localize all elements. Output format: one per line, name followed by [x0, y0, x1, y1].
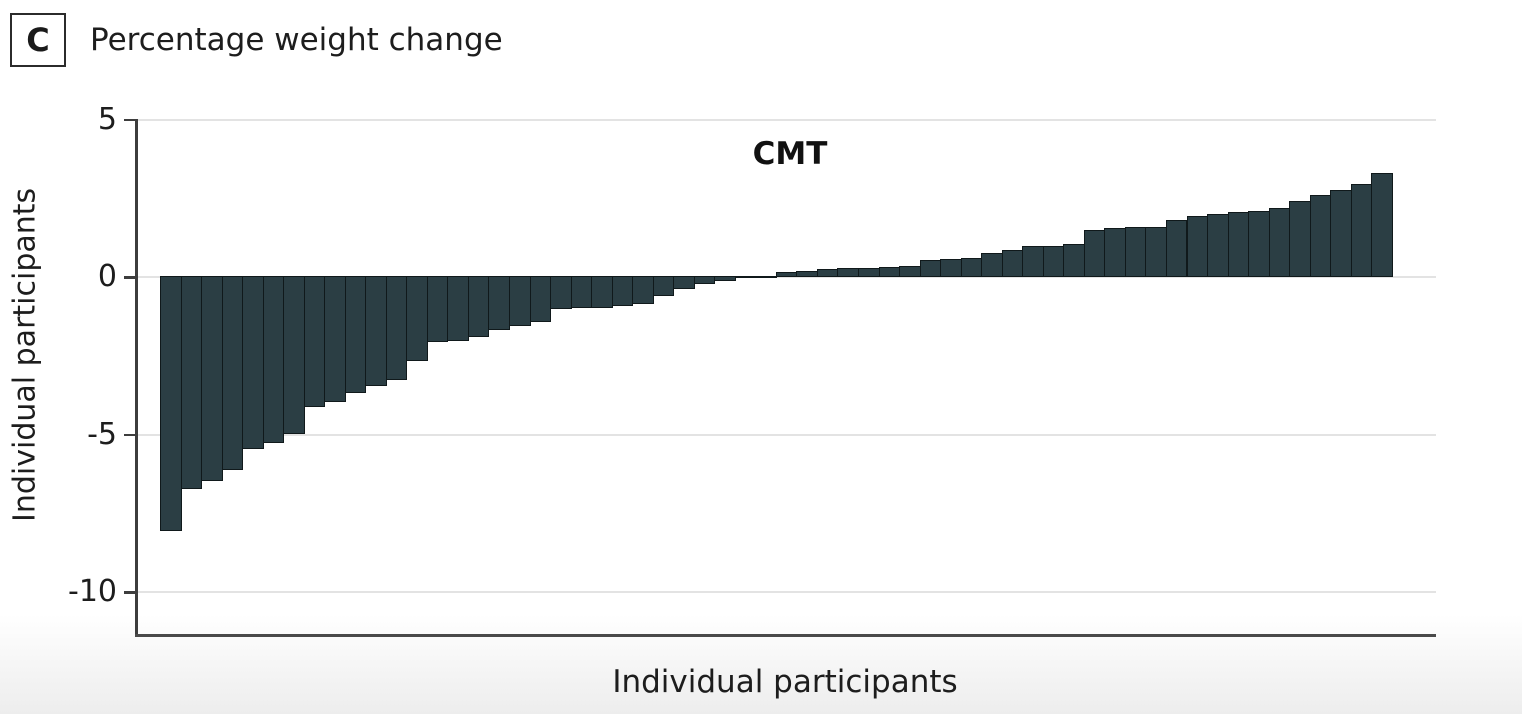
participant-bar: [1124, 226, 1147, 277]
participant-bar: [385, 276, 408, 380]
participant-bar: [1207, 214, 1229, 277]
participant-bar: [734, 276, 757, 278]
y-axis-title: Individual participants: [7, 187, 43, 523]
participant-bar: [303, 276, 326, 407]
participant-bar: [1165, 220, 1188, 277]
y-tick-mark: [124, 591, 135, 594]
participant-bar: [180, 276, 203, 489]
participant-bar: [221, 276, 244, 470]
participant-bar: [426, 276, 449, 343]
y-tick-label: 5: [97, 101, 117, 137]
panel-label: C: [26, 21, 50, 59]
gridline: [135, 276, 1436, 278]
participant-bar: [775, 272, 798, 277]
participant-bar: [344, 276, 367, 393]
participant-bar: [591, 276, 613, 308]
participant-bar: [262, 276, 285, 443]
panel-label-badge: C: [10, 13, 66, 67]
participant-bar: [611, 276, 634, 306]
y-tick-label: -10: [68, 574, 117, 609]
participant-bar: [1001, 250, 1024, 277]
participant-bar: [570, 276, 593, 308]
x-axis-line: [135, 634, 1436, 637]
participant-bar: [509, 276, 531, 327]
participant-bar: [242, 276, 264, 450]
participant-bar: [529, 276, 552, 322]
y-tick-mark: [124, 276, 135, 279]
participant-bar: [365, 276, 387, 387]
participant-bar: [1083, 229, 1106, 277]
participant-bar: [1063, 243, 1085, 277]
participant-bar: [1186, 215, 1209, 277]
y-tick-label: 0: [97, 259, 117, 294]
participant-bar: [693, 276, 716, 284]
participant-bar: [1309, 195, 1332, 277]
participant-bar: [1350, 184, 1373, 277]
gridline: [135, 433, 1436, 436]
participant-bar: [1227, 212, 1250, 277]
participant-bar: [283, 276, 305, 434]
participant-bar: [714, 276, 736, 281]
participant-bar: [878, 266, 901, 277]
participant-bar: [632, 276, 654, 305]
participant-bar: [899, 265, 921, 277]
participant-bar: [1042, 245, 1065, 277]
participant-bar: [858, 267, 880, 277]
participant-bar: [488, 276, 510, 330]
participant-bar: [406, 276, 428, 362]
participant-bar: [652, 276, 675, 297]
y-axis-line: [135, 118, 138, 635]
participant-bar: [755, 276, 777, 278]
participant-bar: [1104, 228, 1126, 277]
participant-bar: [324, 276, 346, 402]
participant-bar: [960, 258, 983, 277]
participant-bar: [1330, 190, 1352, 277]
participant-bar: [467, 276, 490, 338]
gridline: [135, 591, 1436, 593]
participant-bar: [1289, 201, 1311, 277]
y-tick-mark: [124, 118, 135, 121]
y-tick-label: -5: [87, 416, 117, 452]
participant-bar: [816, 269, 839, 277]
participant-bar: [447, 276, 469, 341]
participant-bar: [1022, 245, 1044, 277]
participant-bar: [940, 258, 962, 277]
participant-bar: [550, 276, 572, 310]
page-title: Percentage weight change: [90, 22, 503, 58]
y-tick-mark: [124, 433, 135, 436]
participant-bar: [673, 276, 695, 289]
participant-bar: [919, 259, 942, 277]
participant-bar: [796, 270, 818, 277]
group-label: CMT: [752, 136, 828, 172]
participant-bar: [1268, 207, 1291, 277]
x-axis-title: Individual participants: [612, 664, 958, 700]
participant-bar: [837, 268, 859, 277]
gridline: [135, 118, 1436, 121]
participant-bar: [981, 253, 1003, 277]
participant-bar: [1371, 173, 1393, 277]
participant-bar: [160, 276, 182, 532]
participant-bar: [201, 276, 223, 481]
participant-bar: [1248, 210, 1270, 277]
participant-bar: [1145, 226, 1167, 277]
